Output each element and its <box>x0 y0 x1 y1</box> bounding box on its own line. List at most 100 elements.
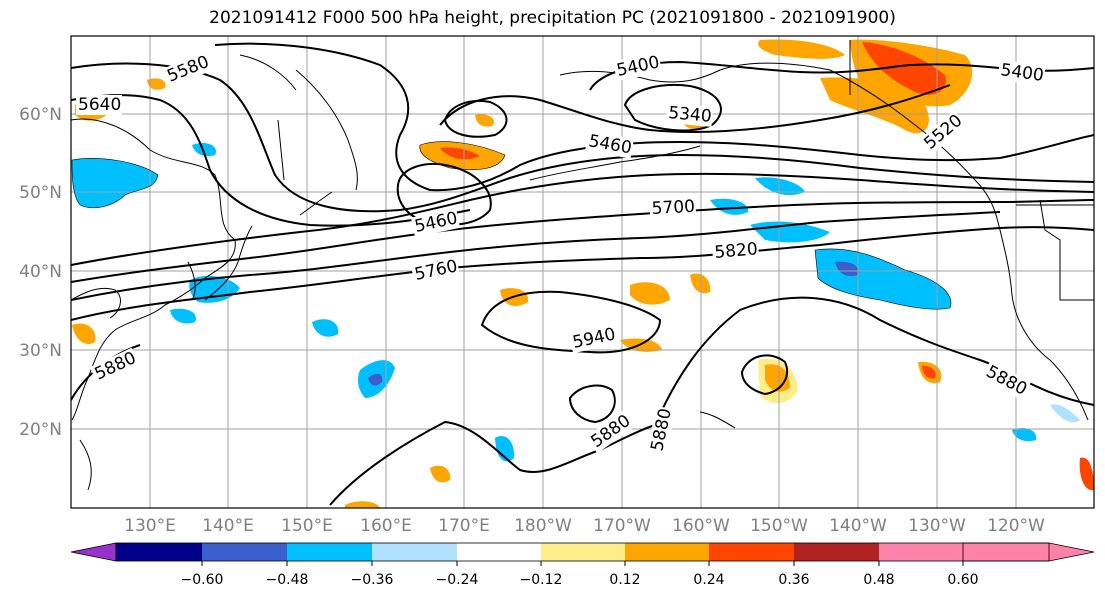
colorbar-segment <box>457 543 541 561</box>
precip-blob <box>345 501 380 508</box>
contour-5460-cell <box>396 163 492 226</box>
colorbar-segment <box>879 543 963 561</box>
lat-label: 20°N <box>19 420 62 440</box>
colorbar-segment <box>541 543 625 561</box>
precip-blob <box>495 436 515 462</box>
precip-blob <box>1050 404 1080 423</box>
colorbar-tick-label: 0.36 <box>778 572 809 588</box>
lon-label: 140°W <box>829 516 887 536</box>
precip-blob <box>1012 428 1037 442</box>
precip-blob <box>440 147 480 160</box>
lat-label: 50°N <box>19 183 62 203</box>
lon-label: 120°W <box>987 516 1045 536</box>
colorbar-tick-label: 0.60 <box>947 572 978 588</box>
lon-label: 170°W <box>593 516 651 536</box>
precip-blob <box>170 308 196 324</box>
map-frame <box>70 35 1095 509</box>
precip-shading <box>72 39 1094 508</box>
colorbar-tick-label: −0.24 <box>436 572 479 588</box>
lon-label: 160°E <box>360 516 412 536</box>
coastline-kamchatka <box>295 69 358 191</box>
colorbar-extend-high <box>962 542 1095 562</box>
contour-5700 <box>71 199 1094 283</box>
precip-blob <box>820 77 929 134</box>
contour-label: 5340 <box>668 103 713 127</box>
contour-labels: 5580 5640 5400 5340 5400 5520 5460 5460 … <box>76 51 1046 455</box>
precip-blob <box>765 364 790 392</box>
colorbar-segment <box>709 543 794 561</box>
contour-5400-b <box>443 100 508 138</box>
coastline-aleutians <box>529 145 701 181</box>
lat-label: 60°N <box>19 105 62 125</box>
precip-blob <box>189 275 240 303</box>
coastline-sakhalin <box>277 119 285 181</box>
coastline-philippines <box>79 439 92 491</box>
colorbar-segment <box>116 543 202 561</box>
precip-blob <box>147 78 166 90</box>
precip-blob <box>835 261 859 277</box>
lon-labels: 130°E 140°E 150°E 160°E 170°E 180°W 170°… <box>124 516 1045 536</box>
contour-5640-b <box>71 94 471 227</box>
contour-label: 5940 <box>571 324 617 353</box>
precip-blob <box>690 273 711 294</box>
contour-5880-low <box>329 420 656 506</box>
colorbar-tick-label: 0.12 <box>609 572 640 588</box>
precip-blob <box>862 42 946 95</box>
colorbar-segment <box>372 543 457 561</box>
coastline-north-america <box>997 221 1089 421</box>
contour-5520 <box>214 42 1094 192</box>
contour-label: 5760 <box>413 256 459 285</box>
colorbar-extend-low <box>70 542 117 562</box>
contour-label: 5400 <box>999 60 1045 86</box>
precip-blob <box>312 319 339 337</box>
precip-blob <box>430 465 451 483</box>
coastline-asia <box>71 118 236 421</box>
contour-label: 5580 <box>164 52 212 87</box>
contour-5940 <box>480 290 662 354</box>
island-hawaii <box>699 411 736 429</box>
colorbar-tick-label: −0.36 <box>351 572 394 588</box>
colorbar-segment <box>794 543 879 561</box>
coastline-okhotsk <box>239 54 297 91</box>
contour-label: 5880 <box>983 362 1031 400</box>
contour-5760 <box>71 211 1001 301</box>
lon-label: 150°E <box>281 516 333 536</box>
contour-5820 <box>71 226 1094 321</box>
contour-5460 <box>439 84 951 133</box>
coastlines <box>71 40 1094 491</box>
contour-5640-a <box>71 172 1094 266</box>
contour-5880-cell <box>568 384 616 424</box>
colorbar-tick-label: −0.48 <box>266 572 309 588</box>
lon-label: 170°E <box>438 516 490 536</box>
colorbar <box>70 542 1095 562</box>
precip-blob <box>475 114 495 127</box>
precip-outlines <box>71 141 952 310</box>
lat-label: 40°N <box>19 262 62 282</box>
lon-label: 140°E <box>202 516 254 536</box>
colorbar-frame <box>115 542 1050 562</box>
colorbar-tick-label: 0.24 <box>693 572 724 588</box>
border-west-us <box>1039 199 1094 301</box>
precip-blob <box>1079 457 1094 491</box>
precip-blob <box>922 365 936 379</box>
colorbar-segment <box>287 543 372 561</box>
colorbar-tick-label: 0.48 <box>863 572 894 588</box>
colorbar-segment <box>202 543 287 561</box>
precip-blob <box>72 323 96 345</box>
colorbar-segment <box>625 543 709 561</box>
lon-label: 180°W <box>514 516 572 536</box>
contour-5880-small <box>740 354 788 396</box>
contour-label: 5880 <box>647 407 676 453</box>
lon-label: 130°W <box>908 516 966 536</box>
coastline-japan <box>204 225 253 301</box>
precip-blob <box>368 373 383 386</box>
precip-blob <box>758 39 845 59</box>
contour-5340 <box>623 84 722 132</box>
contour-5580 <box>71 62 1094 213</box>
height-contours <box>71 42 1094 506</box>
precip-blob <box>710 198 749 215</box>
precip-blob <box>192 143 216 157</box>
contour-label: 5820 <box>714 239 759 263</box>
lat-label: 30°N <box>19 341 62 361</box>
